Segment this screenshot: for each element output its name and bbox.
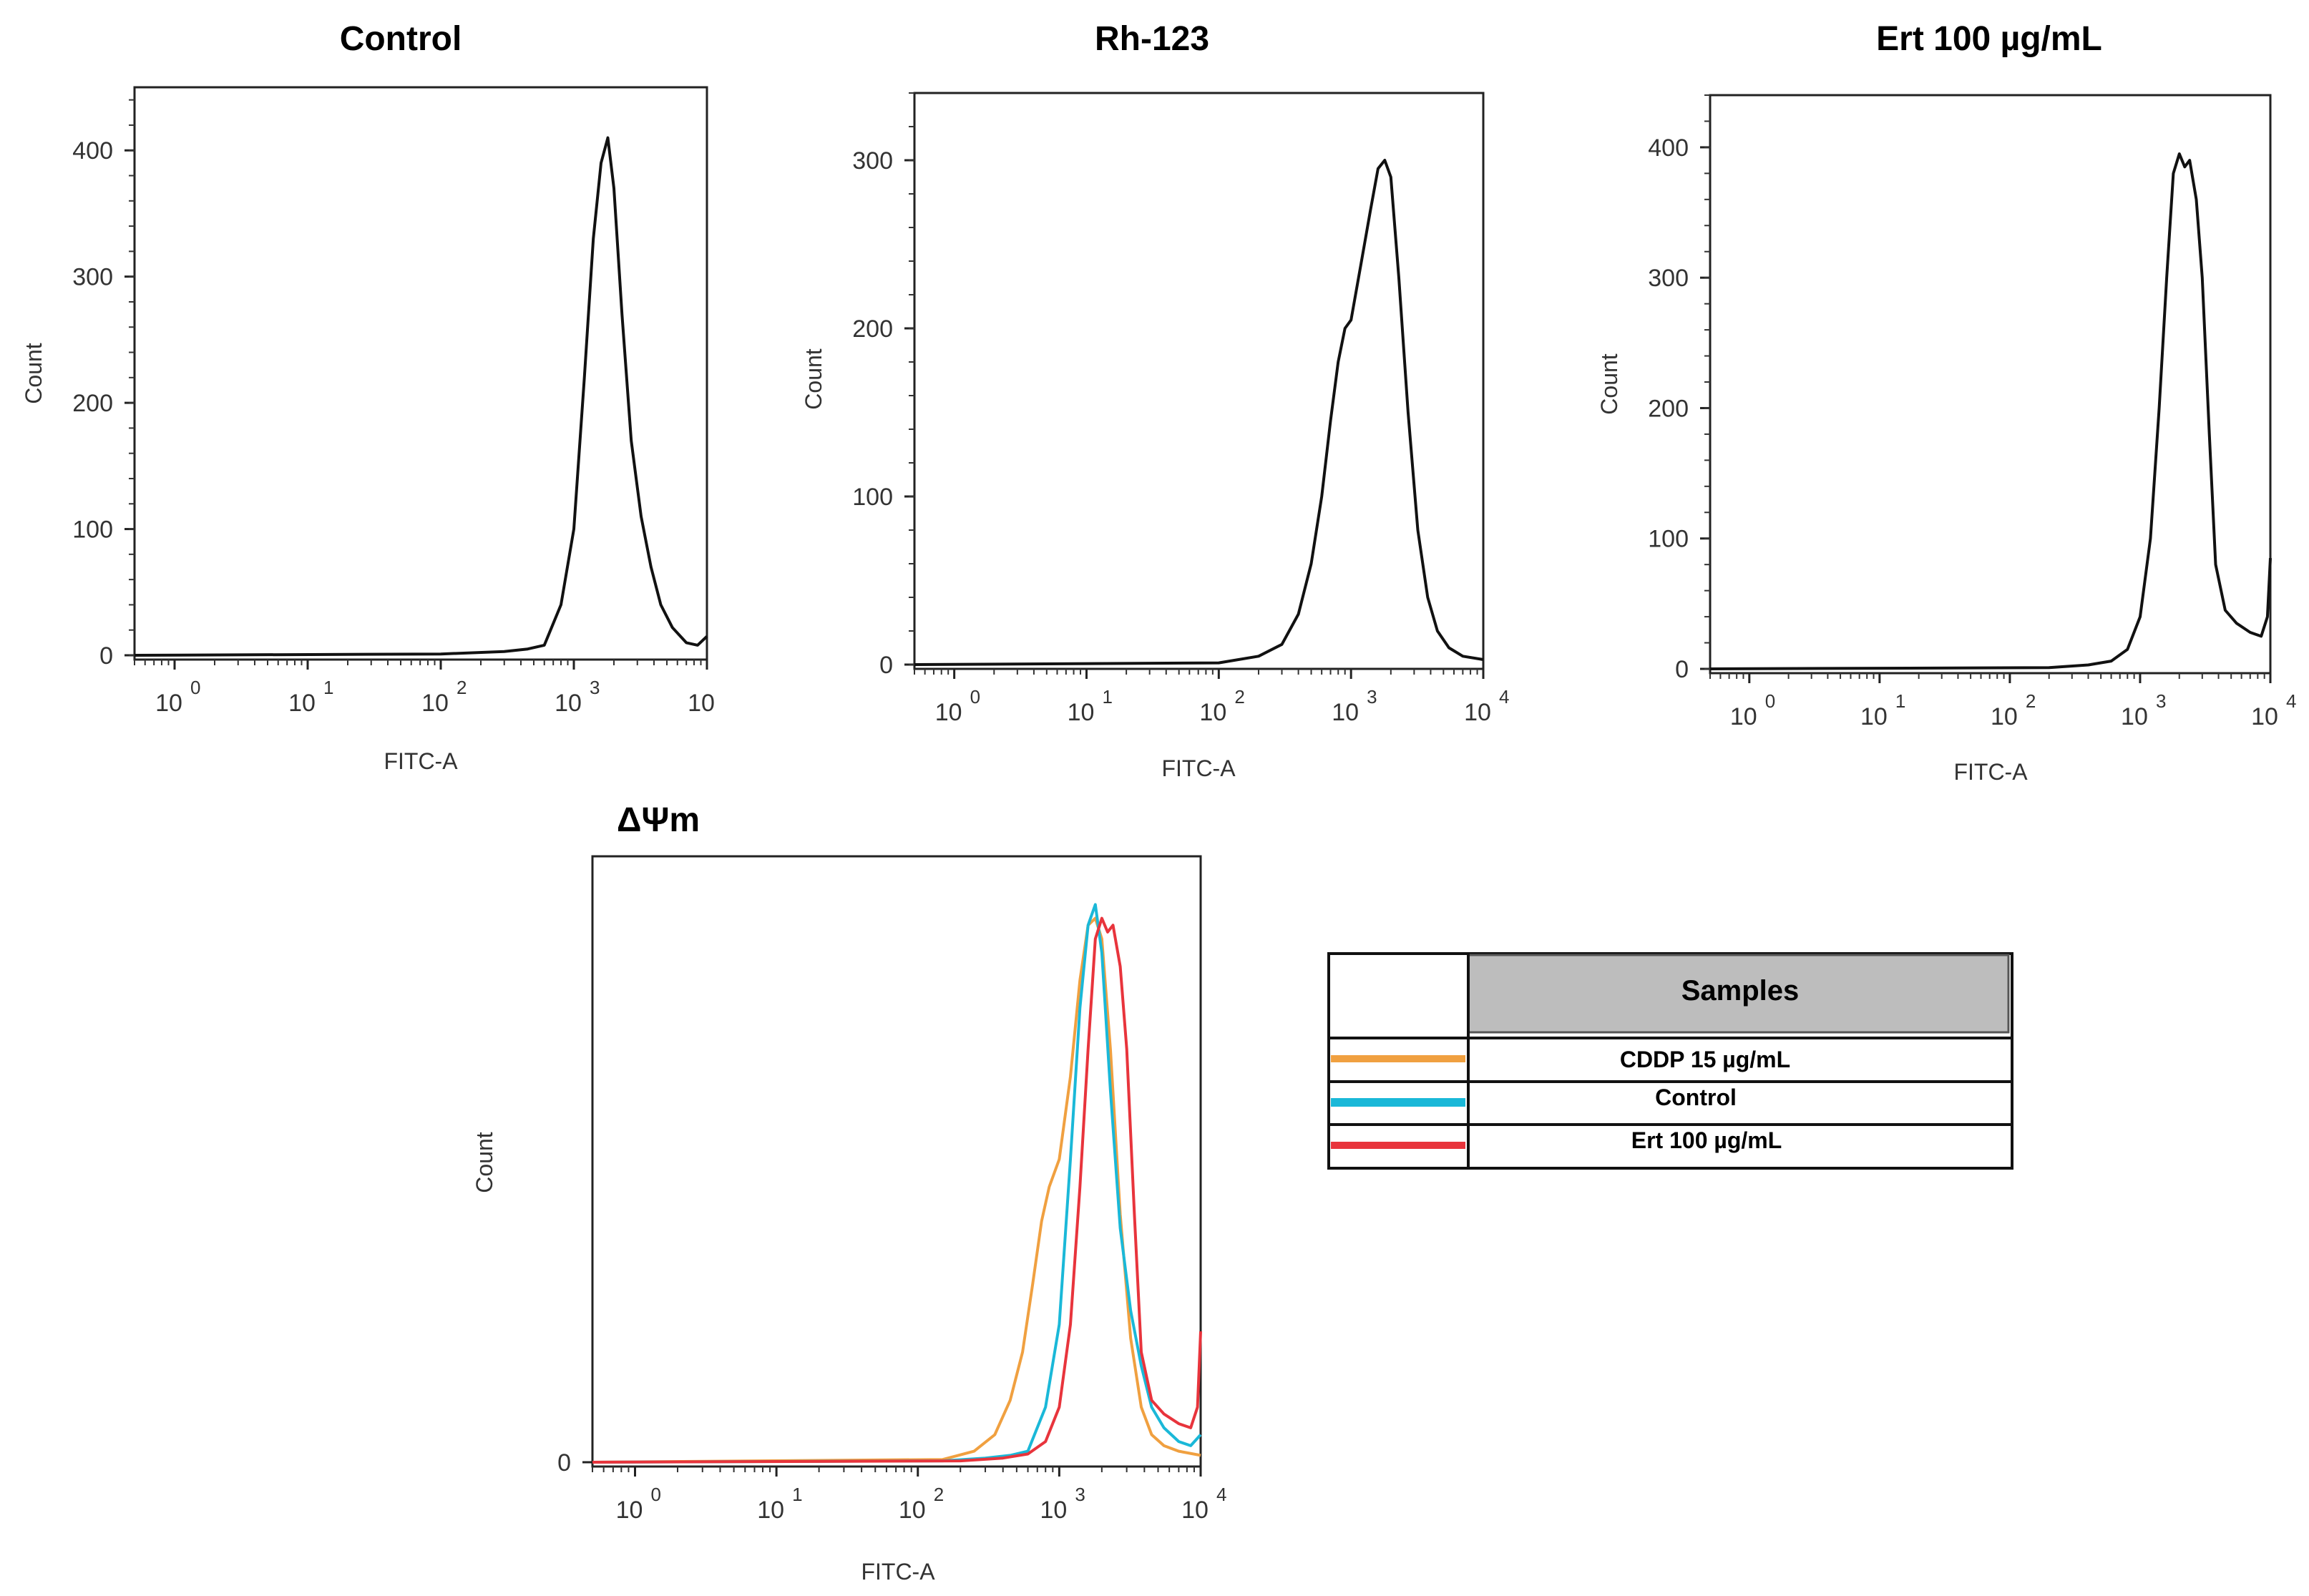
legend-label-control: Control (1655, 1085, 1737, 1110)
x-tick-exponent: 4 (1499, 686, 1509, 708)
legend-label-cddp: CDDP 15 µg/mL (1620, 1047, 1790, 1072)
x-tick-label: 10 (1991, 703, 2018, 730)
panel-overlay: ΔΨm 10 0 10 1 10 2 10 3 10 4 0 FITC-A Count (472, 801, 1226, 1585)
legend-header: Samples (1681, 975, 1800, 1007)
x-tick-label: 10 (935, 699, 962, 726)
legend: Samples CDDP 15 µg/mL Control Ert 100 µg… (1327, 952, 2013, 1170)
x-tick-exponent: 0 (970, 686, 980, 708)
x-tick-label: 10 (1199, 699, 1226, 726)
panel-ert100: Ert 100 µg/mL 10010110210310401002003004… (1596, 20, 2296, 785)
x-tick-exponent: 0 (1765, 690, 1775, 712)
legend-header-cell (1467, 954, 2010, 1034)
x-axis-label: FITC-A (384, 748, 458, 774)
y-tick-label: 200 (72, 390, 113, 417)
x-tick-exponent: 0 (650, 1484, 660, 1505)
y-tick-label: 300 (1648, 265, 1689, 292)
y-tick-label: 300 (852, 147, 893, 175)
y-tick-label: 300 (72, 264, 113, 291)
x-axis-label: FITC-A (1953, 759, 2028, 785)
plot-frame (1709, 94, 2272, 675)
y-tick-label: 400 (1648, 134, 1689, 162)
x-tick-exponent: 1 (1102, 686, 1112, 708)
y-axis-label: Count (1596, 353, 1622, 415)
x-tick-label: 10 (1181, 1497, 1209, 1524)
series-line-ert100 (592, 916, 1202, 1464)
series-line-ert100 (1709, 152, 2272, 670)
x-tick-label: 10 (688, 690, 715, 717)
x-tick-exponent: 3 (1075, 1484, 1085, 1505)
x-tick-label: 10 (155, 690, 182, 717)
x-tick-exponent: 4 (1216, 1484, 1226, 1505)
x-tick-label: 10 (2251, 703, 2278, 730)
y-tick-label: 0 (879, 652, 893, 679)
y-tick-label: 0 (557, 1449, 571, 1477)
x-tick-label: 10 (555, 690, 582, 717)
x-tick-label: 10 (1730, 703, 1757, 730)
panel-title: Rh-123 (1095, 20, 1209, 58)
series-line-control (592, 903, 1202, 1464)
x-axis-label: FITC-A (861, 1559, 935, 1585)
plot-frame (133, 86, 708, 661)
x-tick-exponent: 2 (457, 677, 467, 698)
panel-title: ΔΨm (617, 801, 700, 839)
x-tick-label: 10 (616, 1497, 643, 1524)
x-axis-label: FITC-A (1161, 755, 1236, 781)
y-tick-label: 200 (1648, 395, 1689, 422)
y-tick-label: 100 (1648, 526, 1689, 553)
plot-frame (591, 855, 1202, 1468)
panel-title: Ert 100 µg/mL (1876, 20, 2102, 58)
x-tick-label: 10 (2121, 703, 2148, 730)
y-axis-label: Count (472, 1132, 497, 1193)
y-tick-label: 0 (1675, 656, 1689, 683)
series-line-control (134, 136, 708, 657)
x-tick-exponent: 2 (934, 1484, 944, 1505)
x-tick-label: 10 (757, 1497, 784, 1524)
x-tick-label: 10 (899, 1497, 926, 1524)
plot-frame (913, 92, 1485, 670)
x-tick-label: 10 (421, 690, 449, 717)
y-axis-label: Count (801, 348, 826, 410)
y-tick-label: 0 (99, 642, 113, 670)
y-tick-label: 400 (72, 137, 113, 165)
x-tick-exponent: 1 (323, 677, 333, 698)
x-tick-exponent: 2 (1234, 686, 1244, 708)
panel-title: Control (340, 20, 462, 58)
y-axis-label: Count (21, 343, 47, 404)
y-tick-label: 100 (72, 517, 113, 544)
x-tick-label: 10 (1332, 699, 1359, 726)
series-line-cddp (592, 916, 1201, 1464)
x-tick-exponent: 0 (190, 677, 200, 698)
series-line-rh123 (914, 159, 1484, 666)
x-tick-exponent: 3 (590, 677, 600, 698)
x-tick-label: 10 (1068, 699, 1095, 726)
x-tick-exponent: 2 (2026, 690, 2036, 712)
y-tick-label: 100 (852, 484, 893, 511)
x-tick-exponent: 3 (2156, 690, 2166, 712)
x-tick-exponent: 1 (792, 1484, 802, 1505)
x-tick-exponent: 1 (1895, 690, 1905, 712)
x-tick-exponent: 3 (1367, 686, 1377, 708)
x-tick-label: 10 (1040, 1497, 1067, 1524)
x-tick-exponent: 4 (2286, 690, 2296, 712)
y-tick-label: 200 (852, 315, 893, 343)
x-tick-label: 10 (288, 690, 316, 717)
x-tick-label: 10 (1464, 699, 1491, 726)
x-tick-label: 10 (1860, 703, 1888, 730)
legend-label-ert100: Ert 100 µg/mL (1631, 1127, 1782, 1153)
